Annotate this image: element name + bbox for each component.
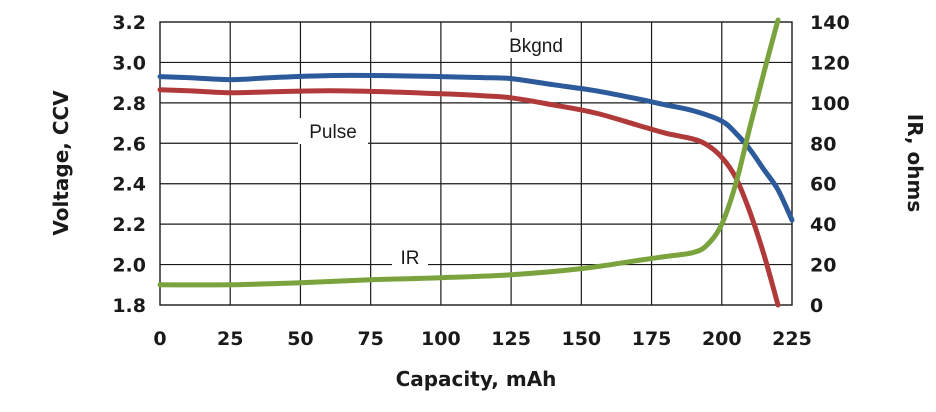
x-tick-label: 75 bbox=[357, 328, 383, 350]
tick-labels: 0 25 50 75 100 125 150 175 200 2251.82.02.22.42.6… bbox=[112, 12, 849, 350]
y2-tick-label: 120 bbox=[810, 52, 850, 74]
x-tick-label: 100 bbox=[421, 328, 461, 350]
x-tick-label: 25 bbox=[217, 328, 243, 350]
y2-tick-label: 140 bbox=[810, 12, 850, 34]
y-tick-label: 3.2 bbox=[112, 12, 146, 34]
y-tick-label: 2.0 bbox=[112, 255, 146, 277]
x-axis-label: Capacity, mAh bbox=[396, 367, 557, 391]
x-tick-label: 125 bbox=[491, 328, 531, 350]
series-line-bkgnd bbox=[157, 72, 795, 223]
y-tick-label: 2.4 bbox=[112, 174, 146, 196]
y-axis-label: Voltage, CCV bbox=[49, 90, 73, 236]
series-layer bbox=[157, 17, 795, 308]
y2-tick-label: 20 bbox=[810, 255, 836, 277]
grid bbox=[160, 22, 792, 305]
plot-frame bbox=[159, 21, 793, 306]
y2-tick-label: 80 bbox=[810, 133, 836, 155]
y-tick-label: 1.8 bbox=[112, 295, 146, 317]
y2-axis-label: IR, ohms bbox=[903, 114, 927, 213]
svg-text:Bkgnd: Bkgnd bbox=[509, 36, 563, 57]
series-line-pulse bbox=[157, 87, 781, 308]
series-label-ir: IR bbox=[392, 244, 428, 270]
y2-tick-label: 100 bbox=[810, 93, 850, 115]
x-tick-label: 225 bbox=[772, 328, 812, 350]
y-tick-label: 2.2 bbox=[112, 214, 146, 236]
y2-tick-label: 60 bbox=[810, 174, 836, 196]
x-tick-label: 0 bbox=[153, 328, 166, 350]
series-label-bkgnd: Bkgnd bbox=[495, 32, 577, 58]
y-tick-label: 2.8 bbox=[112, 93, 146, 115]
x-tick-label: 150 bbox=[561, 328, 601, 350]
svg-text:IR: IR bbox=[401, 248, 420, 269]
series-label-pulse: Pulse bbox=[298, 118, 368, 144]
x-tick-label: 50 bbox=[287, 328, 313, 350]
series-line-ir bbox=[157, 17, 781, 288]
x-tick-label: 200 bbox=[702, 328, 742, 350]
y2-tick-label: 0 bbox=[810, 295, 823, 317]
y-tick-label: 2.6 bbox=[112, 133, 146, 155]
x-tick-label: 175 bbox=[632, 328, 672, 350]
y2-tick-label: 40 bbox=[810, 214, 836, 236]
y-tick-label: 3.0 bbox=[112, 52, 146, 74]
svg-text:Pulse: Pulse bbox=[309, 122, 357, 143]
